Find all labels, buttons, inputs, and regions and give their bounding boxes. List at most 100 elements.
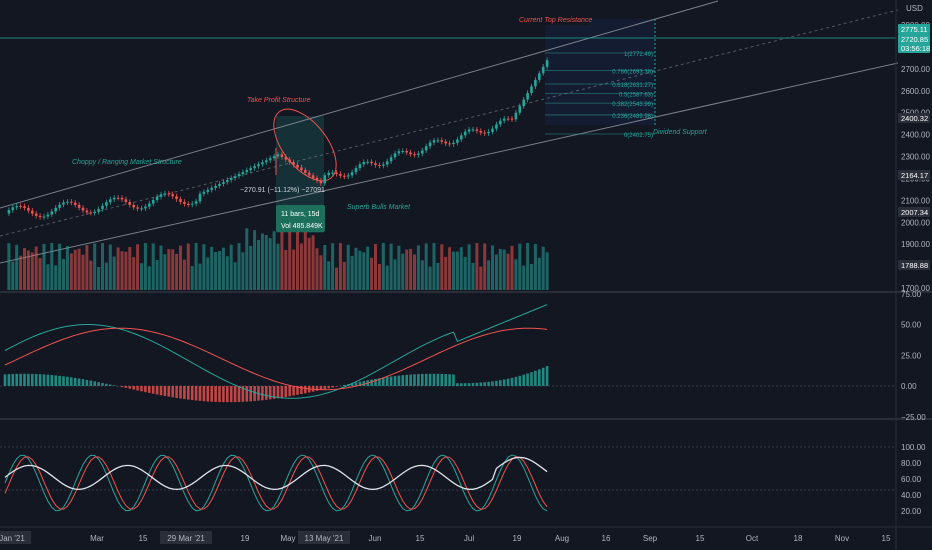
macd-tick-label: 75.00 [901, 290, 922, 299]
volume-bar [409, 248, 413, 290]
volume-bar [77, 248, 81, 290]
volume-bar [498, 248, 502, 290]
candle [42, 213, 46, 220]
macd-hist-bar [421, 373, 424, 386]
macd-hist-bar [483, 382, 486, 386]
candle [315, 175, 319, 184]
candle [284, 154, 288, 163]
dividend-support-label: Dividend Support [653, 129, 708, 136]
macd-hist-bar [538, 369, 541, 386]
time-tick-label: Nov [835, 534, 849, 543]
rsi-line [4, 456, 548, 491]
macd-hist-bar [444, 374, 447, 386]
svg-text:2400.32: 2400.32 [901, 114, 928, 123]
candle [81, 205, 85, 214]
macd-hist-bar [187, 386, 190, 400]
macd-axis: 75.00 50.00 25.00 0.00 −25.00 [901, 290, 926, 422]
macd-hist-bar [128, 386, 132, 389]
macd-hist-bar [436, 373, 440, 386]
macd-hist-bar [417, 374, 420, 386]
candle [140, 205, 143, 212]
price-label-tag: 2720.85 [898, 34, 930, 44]
volume-bar [58, 243, 62, 290]
volume-bar [479, 266, 483, 290]
candle [112, 195, 116, 202]
volume-bar [264, 235, 268, 290]
candle [526, 90, 529, 103]
candle [296, 162, 299, 171]
macd-hist-bar [397, 375, 401, 386]
volume-bar [401, 253, 405, 290]
candle [335, 170, 338, 177]
candle [31, 207, 34, 217]
candle [331, 170, 334, 176]
price-tick-label: 2400.00 [901, 131, 930, 140]
macd-hist-bar [530, 372, 533, 386]
candle [54, 205, 57, 215]
candle [124, 196, 128, 205]
svg-text:2164.17: 2164.17 [901, 171, 928, 180]
candle [46, 211, 50, 220]
volume-bar [182, 259, 186, 290]
macd-hist-bar [374, 378, 377, 386]
macd-hist-bar [522, 374, 525, 386]
volume-bar [354, 247, 358, 290]
candle [292, 159, 295, 168]
volume-bar [420, 260, 424, 290]
candle [421, 147, 424, 157]
macd-hist-bar [409, 374, 412, 386]
candle [202, 189, 206, 197]
volume-bar [225, 256, 229, 290]
macd-hist-bar [54, 375, 57, 386]
macd-hist-bar [479, 382, 483, 386]
price-tick-label: 1700.00 [901, 284, 930, 293]
candle [210, 185, 213, 193]
candle [382, 161, 385, 169]
time-tick-label: Mar [90, 534, 104, 543]
macd-hist-bar [460, 383, 463, 386]
candle [424, 143, 428, 154]
volume-bar [358, 250, 362, 290]
price-tick-label: 1900.00 [901, 240, 930, 249]
macd-hist-bar [440, 373, 444, 386]
candle [401, 148, 405, 154]
time-tick-label: 15 [416, 534, 425, 543]
price-axis[interactable]: 2900.002800.002700.002600.002500.002400.… [901, 21, 930, 293]
macd-hist-bar [526, 373, 529, 386]
candle [495, 121, 498, 132]
candle [530, 83, 533, 96]
macd-hist-bar [350, 383, 354, 386]
volume-bar [167, 249, 171, 290]
volume-bar [116, 247, 120, 290]
time-axis[interactable]: Jan '21 Mar 15 29 Mar '21 19 May 13 May '21 Jun… [0, 531, 891, 544]
volume-bar [85, 245, 89, 290]
take-profit-ellipse [273, 108, 337, 182]
macd-hist-bar [124, 386, 128, 388]
volume-bar [541, 246, 545, 290]
volume-bar [284, 249, 288, 290]
volume-bar [206, 257, 210, 290]
volume-bar [171, 249, 175, 290]
macd-hist-bar [405, 374, 408, 386]
macd-hist-bar [120, 386, 124, 388]
candle [417, 150, 420, 158]
macd-hist-bar [85, 379, 89, 386]
volume-bar [448, 247, 452, 290]
macd-hist-bar [545, 366, 549, 386]
macd-hist-bar [171, 386, 174, 398]
candle [148, 200, 151, 210]
candle [105, 199, 108, 209]
volume-bar [221, 247, 225, 290]
volume-bar [179, 245, 182, 290]
candle [385, 158, 389, 168]
candle [276, 151, 280, 159]
fib-level-label: 0.382(2543.99) [612, 102, 653, 108]
macd-hist-bar [42, 374, 46, 386]
macd-hist-bar [105, 383, 108, 386]
macd-hist-bar [144, 386, 147, 393]
volume-bar [132, 257, 136, 290]
macd-hist-bar [11, 373, 15, 386]
macd-hist-bar [514, 376, 518, 386]
candle [545, 57, 549, 70]
